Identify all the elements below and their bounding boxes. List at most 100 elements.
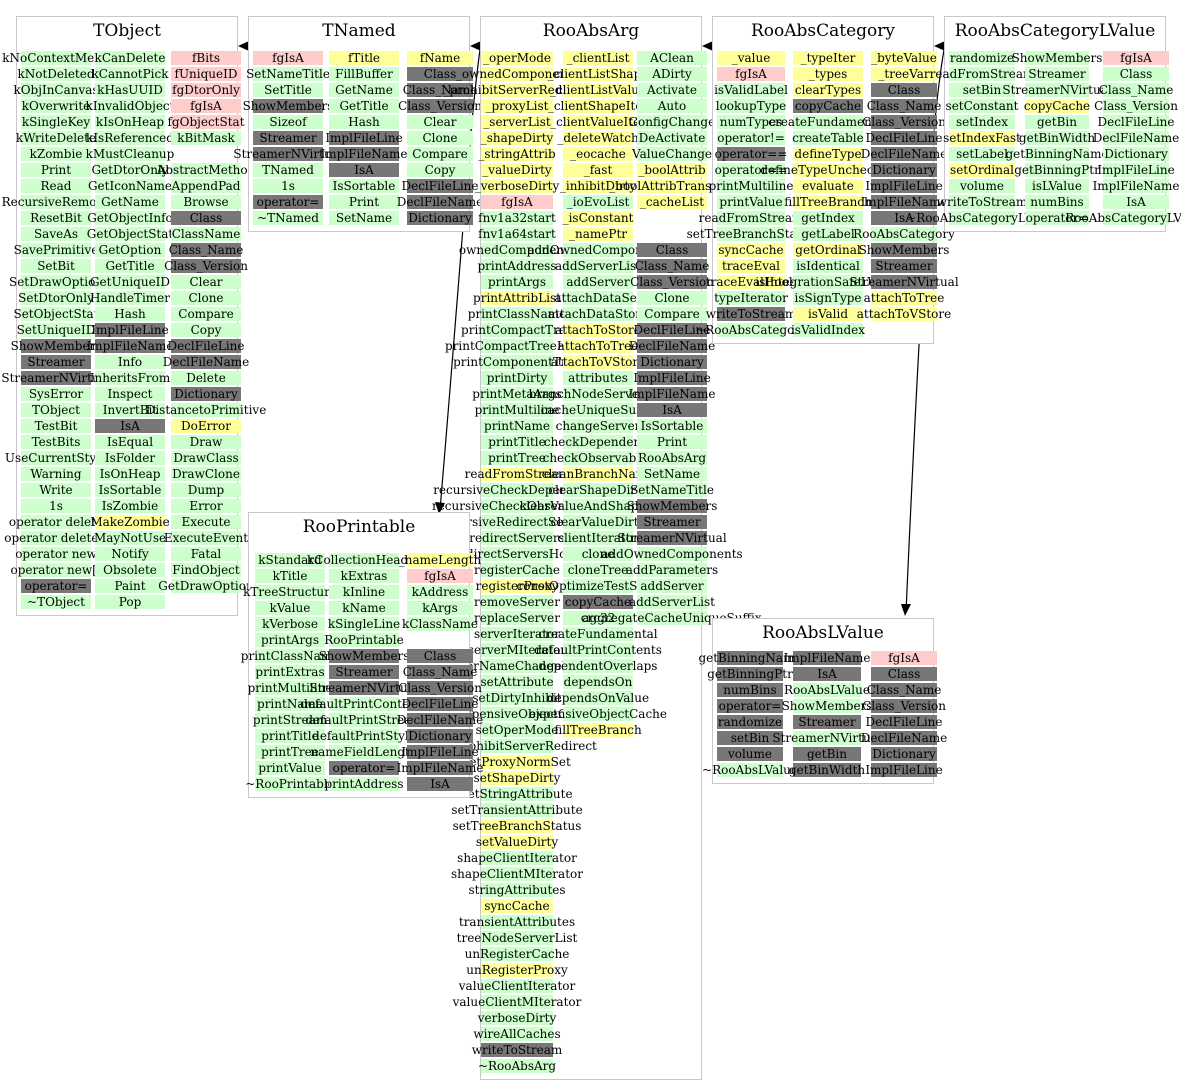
member-cell: StreamerNVirtual (849, 275, 959, 289)
member-label: operator== (714, 147, 788, 161)
member-cell: Class_Version (1094, 99, 1178, 113)
member-cell: Draw (171, 435, 241, 449)
member-label: ShowMembers (1011, 51, 1103, 65)
member-cell: kNoContextMenu (2, 51, 110, 65)
member-cell: kOverwrite (21, 99, 91, 113)
member-label: numTypes (719, 115, 783, 129)
member-cell: operator== (714, 147, 788, 161)
member-label: Streamer (259, 131, 317, 145)
member-cell: redirectServers (469, 531, 565, 545)
member-label: Clone (188, 291, 224, 305)
member-label: unRegisterCache (464, 947, 570, 961)
member-cell: Streamer (329, 665, 399, 679)
member-label: IsEqual (106, 435, 154, 449)
member-label: defaultPrintStyle (312, 729, 416, 743)
member-label: kName (342, 601, 386, 615)
member-cell: DrawClone (171, 467, 241, 481)
member-label: checkDependents (543, 435, 653, 449)
member-label: DeclFileLine (167, 339, 245, 353)
member-label: dependentOverlaps (538, 659, 658, 673)
member-label: _shapeDirty (480, 131, 554, 145)
member-label: setOrdinal (950, 163, 1014, 177)
member-cell: DeclFileName (163, 355, 249, 369)
member-label: fgIsA (735, 67, 767, 81)
member-label: registerCache (473, 563, 561, 577)
member-cell: kCanDelete (95, 51, 165, 65)
member-label: Clone (654, 291, 690, 305)
member-cell: kNotDeleted (17, 67, 95, 81)
member-cell: IsOnHeap (95, 467, 165, 481)
member-cell: getBinWidth (789, 763, 865, 777)
member-cell: SetNameTitle (246, 67, 330, 81)
member-cell: _byteValue (871, 51, 937, 65)
member-cell: _clientListValue (550, 83, 646, 97)
member-label: FillBuffer (335, 67, 393, 81)
member-label: printDirty (486, 371, 548, 385)
member-cell: kCollectionHeader (307, 553, 421, 567)
member-label: SetNameTitle (246, 67, 330, 81)
member-cell: crc32 (563, 611, 633, 625)
member-label: cleanBranchName (541, 467, 655, 481)
member-label: Hash (348, 115, 380, 129)
arrowhead-rooprintable (435, 502, 445, 514)
member-cell: verboseDirty (478, 1011, 556, 1025)
member-label: kCanDelete (94, 51, 166, 65)
member-cell: StreamerNVirtual (309, 681, 419, 695)
member-label: fUniqueID (174, 67, 238, 81)
member-label: fgIsA (888, 651, 920, 665)
member-label: _typeIter (800, 51, 856, 65)
member-cell: printAttribList (473, 291, 561, 305)
member-label: kCollectionHeader (306, 553, 422, 567)
member-cell: getBin (793, 747, 861, 761)
member-cell: syncCache (481, 899, 553, 913)
class-title: RooAbsCategory (750, 21, 896, 41)
member-cell: fBits (171, 51, 241, 65)
member-cell: ShowMembers (319, 649, 409, 663)
member-label: addServerList (555, 259, 641, 273)
member-label: volume (727, 747, 773, 761)
class-box-rooabscategory: RooAbsCategory _value fgIsA isValidLabel loo… (687, 16, 959, 344)
member-label: getBinningPtr (1014, 163, 1100, 177)
member-cell: IsSortable (329, 179, 399, 193)
member-cell: isLValue (1025, 179, 1089, 193)
member-cell: dependentOverlaps (539, 659, 657, 673)
member-label: kWriteDelete (15, 131, 97, 145)
member-cell: Streamer (793, 715, 861, 729)
member-cell: wireAllCaches (473, 1027, 561, 1041)
member-label: _ownedComponents (455, 67, 579, 81)
member-cell: setTransientAttribute (451, 803, 583, 817)
member-cell: SetDtorOnly (18, 291, 94, 305)
member-cell: ~TNamed (253, 211, 323, 225)
member-cell: SetTitle (253, 83, 323, 97)
member-cell: Dictionary (871, 747, 937, 761)
member-cell: isIntegrationSafeLValue (755, 275, 901, 289)
member-cell: 1s (21, 499, 91, 513)
member-label: InheritsFrom (89, 371, 171, 385)
member-cell: attachDataStore (548, 307, 648, 321)
member-label: RooAbsArg (637, 451, 707, 465)
member-cell: IsSortable (637, 419, 707, 433)
member-label: _clientListValue (549, 83, 647, 97)
member-cell: getIndex (793, 211, 863, 225)
member-cell: isSignType (793, 291, 863, 305)
member-cell: fillTreeBranch (784, 195, 872, 209)
member-label: Class (423, 649, 457, 663)
member-label: Streamer (798, 715, 856, 729)
member-label: DeclFileLine (1097, 115, 1175, 129)
member-cell: SetName (637, 467, 707, 481)
member-label: expensiveObjectCache (528, 707, 668, 721)
member-label: Read (40, 179, 72, 193)
member-label: Clone (422, 131, 458, 145)
member-cell: fillTreeBranch (554, 723, 642, 737)
member-cell: SetNameTitle (630, 483, 714, 497)
member-cell: Class (1103, 67, 1169, 81)
member-label: _valueDirty (482, 163, 552, 177)
member-cell: volume (717, 747, 783, 761)
member-cell: stringAttributes (468, 883, 566, 897)
member-cell: fgIsA (407, 569, 473, 583)
member-label: Class_Version (1094, 99, 1178, 113)
member-label: defaultPrintStream (305, 713, 423, 727)
member-label: GetDrawOption (158, 579, 254, 593)
member-cell: Inspect (95, 387, 165, 401)
member-label: getBinWidth (1018, 131, 1096, 145)
